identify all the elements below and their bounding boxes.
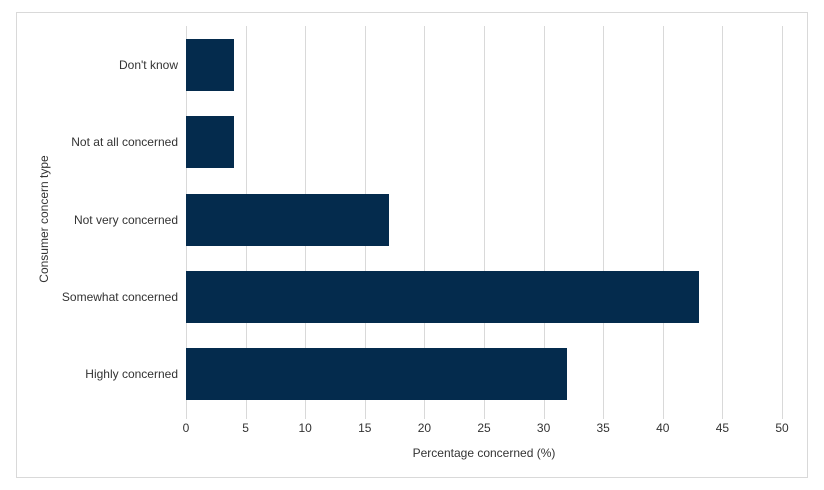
gridline-x-30 — [543, 26, 545, 419]
gridline-x-40 — [662, 26, 664, 419]
plot-area — [186, 26, 783, 419]
bar-2 — [186, 116, 234, 169]
gridline-x-50 — [782, 26, 783, 419]
x-tick-label-15: 15 — [358, 421, 372, 435]
x-tick-label-25: 25 — [477, 421, 491, 435]
x-axis-title: Percentage concerned (%) — [412, 446, 556, 460]
y-axis-title: Consumer concern type — [37, 155, 51, 283]
bar-4 — [186, 270, 699, 323]
bar-3 — [186, 193, 389, 246]
x-tick-label-0: 0 — [182, 421, 190, 435]
x-tick-label-35: 35 — [596, 421, 610, 435]
x-tick-label-20: 20 — [417, 421, 432, 435]
bar-1 — [186, 38, 234, 91]
gridline-x-20 — [424, 26, 426, 419]
gridline-x-35 — [603, 26, 605, 419]
x-tick-label-40: 40 — [656, 421, 670, 435]
gridline-x-45 — [722, 26, 724, 419]
gridline-x-25 — [484, 26, 485, 419]
category-label-4: Somewhat concerned — [61, 289, 178, 304]
x-tick-label-10: 10 — [298, 421, 312, 435]
category-label-2: Not at all concerned — [71, 135, 178, 150]
x-tick-label-50: 50 — [775, 421, 789, 435]
category-label-5: Highly concerned — [85, 367, 178, 382]
x-tick-label-30: 30 — [536, 421, 551, 435]
chart-border — [16, 12, 808, 478]
x-tick-label-5: 5 — [242, 421, 249, 435]
bar-5 — [186, 348, 568, 401]
x-tick-label-45: 45 — [715, 421, 730, 435]
category-label-3: Not very concerned — [73, 212, 178, 227]
category-label-1: Don't know — [119, 57, 178, 72]
